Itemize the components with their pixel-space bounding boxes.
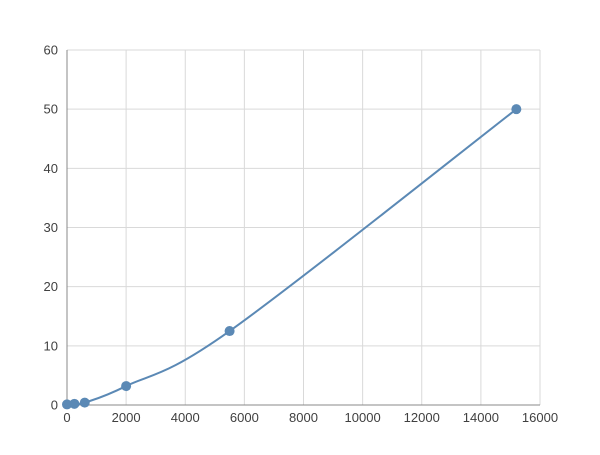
svg-text:0: 0 xyxy=(63,410,70,425)
svg-text:12000: 12000 xyxy=(404,410,440,425)
svg-text:10: 10 xyxy=(44,338,58,353)
svg-text:6000: 6000 xyxy=(230,410,259,425)
svg-text:0: 0 xyxy=(51,398,58,413)
svg-text:8000: 8000 xyxy=(289,410,318,425)
svg-text:14000: 14000 xyxy=(463,410,499,425)
svg-text:30: 30 xyxy=(44,220,58,235)
svg-text:60: 60 xyxy=(44,43,58,58)
svg-text:10000: 10000 xyxy=(345,410,381,425)
svg-text:16000: 16000 xyxy=(522,410,558,425)
svg-text:50: 50 xyxy=(44,102,58,117)
svg-text:20: 20 xyxy=(44,279,58,294)
svg-text:2000: 2000 xyxy=(112,410,141,425)
svg-text:4000: 4000 xyxy=(171,410,200,425)
svg-text:40: 40 xyxy=(44,161,58,176)
